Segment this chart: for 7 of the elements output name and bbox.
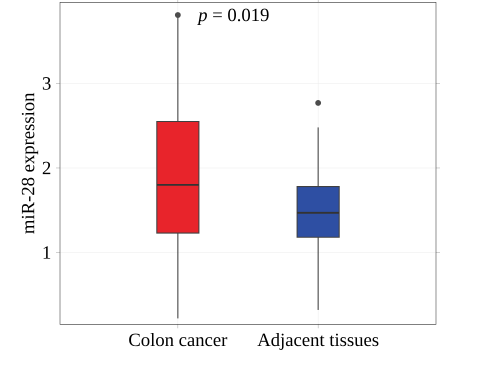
annotation: p = 0.019 bbox=[197, 8, 269, 26]
y-tick-label: 2 bbox=[42, 162, 50, 174]
y-axis-title: miR-28 expression bbox=[22, 92, 38, 234]
y-tick-label: 3 bbox=[42, 77, 51, 90]
x-tick-label: Adjacent tissues bbox=[257, 333, 378, 350]
x-tick-label: Colon cancer bbox=[129, 333, 228, 346]
y-tick-label: 1 bbox=[44, 246, 50, 259]
